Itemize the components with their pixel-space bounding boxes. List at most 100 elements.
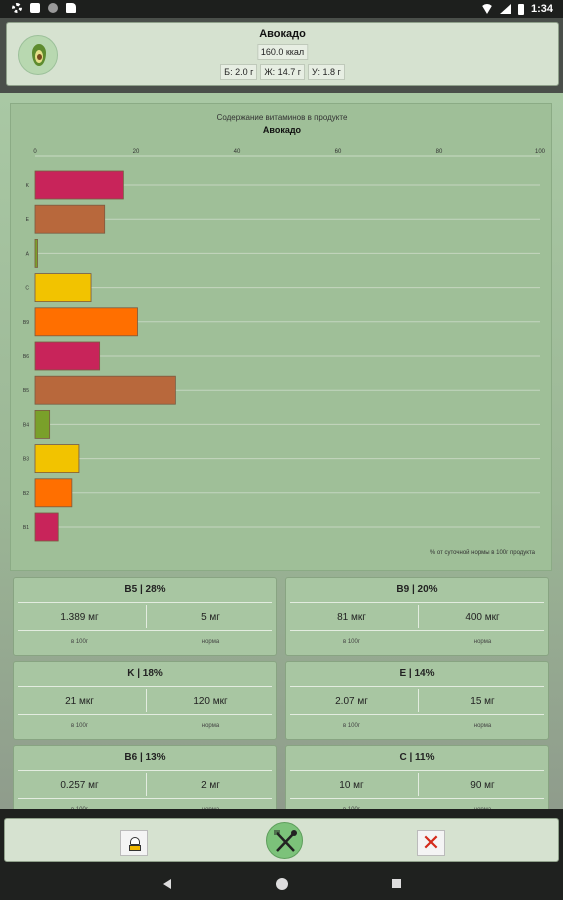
back-button[interactable] (163, 879, 171, 889)
notification-icon (30, 3, 40, 13)
bar-k (34, 170, 124, 200)
divider (290, 686, 544, 687)
amount-label: в 100г (342, 639, 361, 645)
vitamin-card-title: K | 18% (127, 668, 163, 679)
amount-value: 21 мкг (65, 696, 94, 707)
bar-b3 (34, 444, 80, 474)
amount-value: 81 мкг (337, 612, 366, 623)
product-header: Авокадо 160.0 ккал Б: 2.0 г Ж: 14.7 г У:… (6, 22, 559, 86)
x-tick-label: 40 (234, 149, 241, 155)
vitamin-card-title: E | 14% (399, 668, 435, 679)
category-label: C (25, 286, 29, 292)
divider (290, 798, 544, 799)
divider (18, 686, 272, 687)
divider (146, 605, 147, 628)
category-label: B9 (23, 320, 29, 326)
divider (18, 770, 272, 771)
amount-value: 10 мг (339, 780, 364, 791)
divider (18, 714, 272, 715)
norm-value: 90 мг (470, 780, 495, 791)
status-bar: 1:34 (0, 0, 563, 18)
avocado-icon (18, 35, 58, 75)
divider (290, 770, 544, 771)
vitamin-card-title: B6 | 13% (124, 752, 166, 763)
divider (290, 602, 544, 603)
recents-button[interactable] (392, 879, 401, 888)
macros-row: Б: 2.0 г Ж: 14.7 г У: 1.8 г (7, 64, 558, 80)
bar-b2 (34, 478, 73, 508)
x-tick-label: 80 (436, 149, 443, 155)
x-tick-label: 20 (133, 149, 140, 155)
divider (418, 689, 419, 712)
vitamin-card-title: C | 11% (399, 752, 435, 763)
bar-a (34, 238, 38, 268)
divider (290, 714, 544, 715)
norm-value: 400 мкг (465, 612, 500, 623)
bar-b9 (34, 307, 138, 337)
category-label: B1 (23, 525, 29, 531)
home-button[interactable] (276, 878, 288, 890)
vitamin-card-title: B9 | 20% (396, 584, 438, 595)
vitamin-card[interactable]: E | 14% 2.07 мг 15 мг в 100г норма (285, 661, 549, 740)
vitamin-card[interactable]: B5 | 28% 1.389 мг 5 мг в 100г норма (13, 577, 277, 656)
vitamin-card[interactable]: B9 | 20% 81 мкг 400 мкг в 100г норма (285, 577, 549, 656)
bar-b4 (34, 409, 51, 439)
bar-e (34, 204, 106, 234)
navigation-bar (0, 869, 563, 900)
signal-icon (499, 4, 511, 14)
category-label: B6 (23, 354, 29, 360)
divider (418, 605, 419, 628)
norm-label: норма (201, 723, 220, 729)
divider (18, 630, 272, 631)
x-tick-label: 0 (33, 149, 37, 155)
amount-label: в 100г (70, 639, 89, 645)
chart-title: Содержание витаминов в продукте (217, 113, 348, 122)
protein-badge: Б: 2.0 г (220, 64, 258, 80)
category-label: B4 (23, 422, 29, 428)
bar-b6 (34, 341, 101, 371)
bar-b5 (34, 375, 176, 405)
vitamin-chart: Содержание витаминов в продукте Авокадо 0 2… (23, 113, 546, 556)
chart-subtitle: Авокадо (263, 125, 302, 135)
divider (18, 798, 272, 799)
category-label: B3 (23, 457, 29, 463)
category-label: B5 (23, 388, 29, 394)
bar-c (34, 273, 92, 303)
wifi-icon (480, 4, 493, 14)
amount-value: 0.257 мг (60, 780, 99, 791)
amount-value: 2.07 мг (335, 696, 368, 707)
settings-icon (12, 3, 22, 13)
norm-label: норма (473, 639, 492, 645)
divider (18, 602, 272, 603)
bottom-toolbar: ✕ (0, 809, 563, 869)
fat-badge: Ж: 14.7 г (260, 64, 305, 80)
x-axis-label: % от суточной нормы в 100г продукта (430, 549, 536, 556)
category-label: B2 (23, 491, 29, 497)
utensils-button[interactable] (266, 822, 303, 859)
norm-label: норма (201, 639, 220, 645)
x-tick-label: 100 (535, 149, 546, 155)
clock: 1:34 (530, 3, 553, 15)
bar-b1 (34, 512, 59, 542)
calories-badge: 160.0 ккал (256, 44, 309, 60)
amount-value: 1.389 мг (60, 612, 99, 623)
divider (146, 773, 147, 796)
carbs-badge: У: 1.8 г (308, 64, 345, 80)
utensils-icon (274, 830, 297, 852)
norm-label: норма (473, 723, 492, 729)
amount-label: в 100г (70, 723, 89, 729)
product-title: Авокадо (259, 28, 306, 40)
close-button[interactable]: ✕ (417, 830, 445, 856)
divider (418, 773, 419, 796)
chef-button[interactable] (120, 830, 148, 856)
battery-icon (517, 3, 524, 15)
divider (290, 630, 544, 631)
category-label: E (26, 217, 30, 223)
vitamin-card[interactable]: K | 18% 21 мкг 120 мкг в 100г норма (13, 661, 277, 740)
category-label: A (26, 251, 30, 257)
norm-value: 5 мг (201, 612, 220, 623)
amount-label: в 100г (342, 723, 361, 729)
category-label: K (26, 183, 30, 189)
norm-value: 15 мг (470, 696, 495, 707)
vitamin-card-title: B5 | 28% (124, 584, 166, 595)
